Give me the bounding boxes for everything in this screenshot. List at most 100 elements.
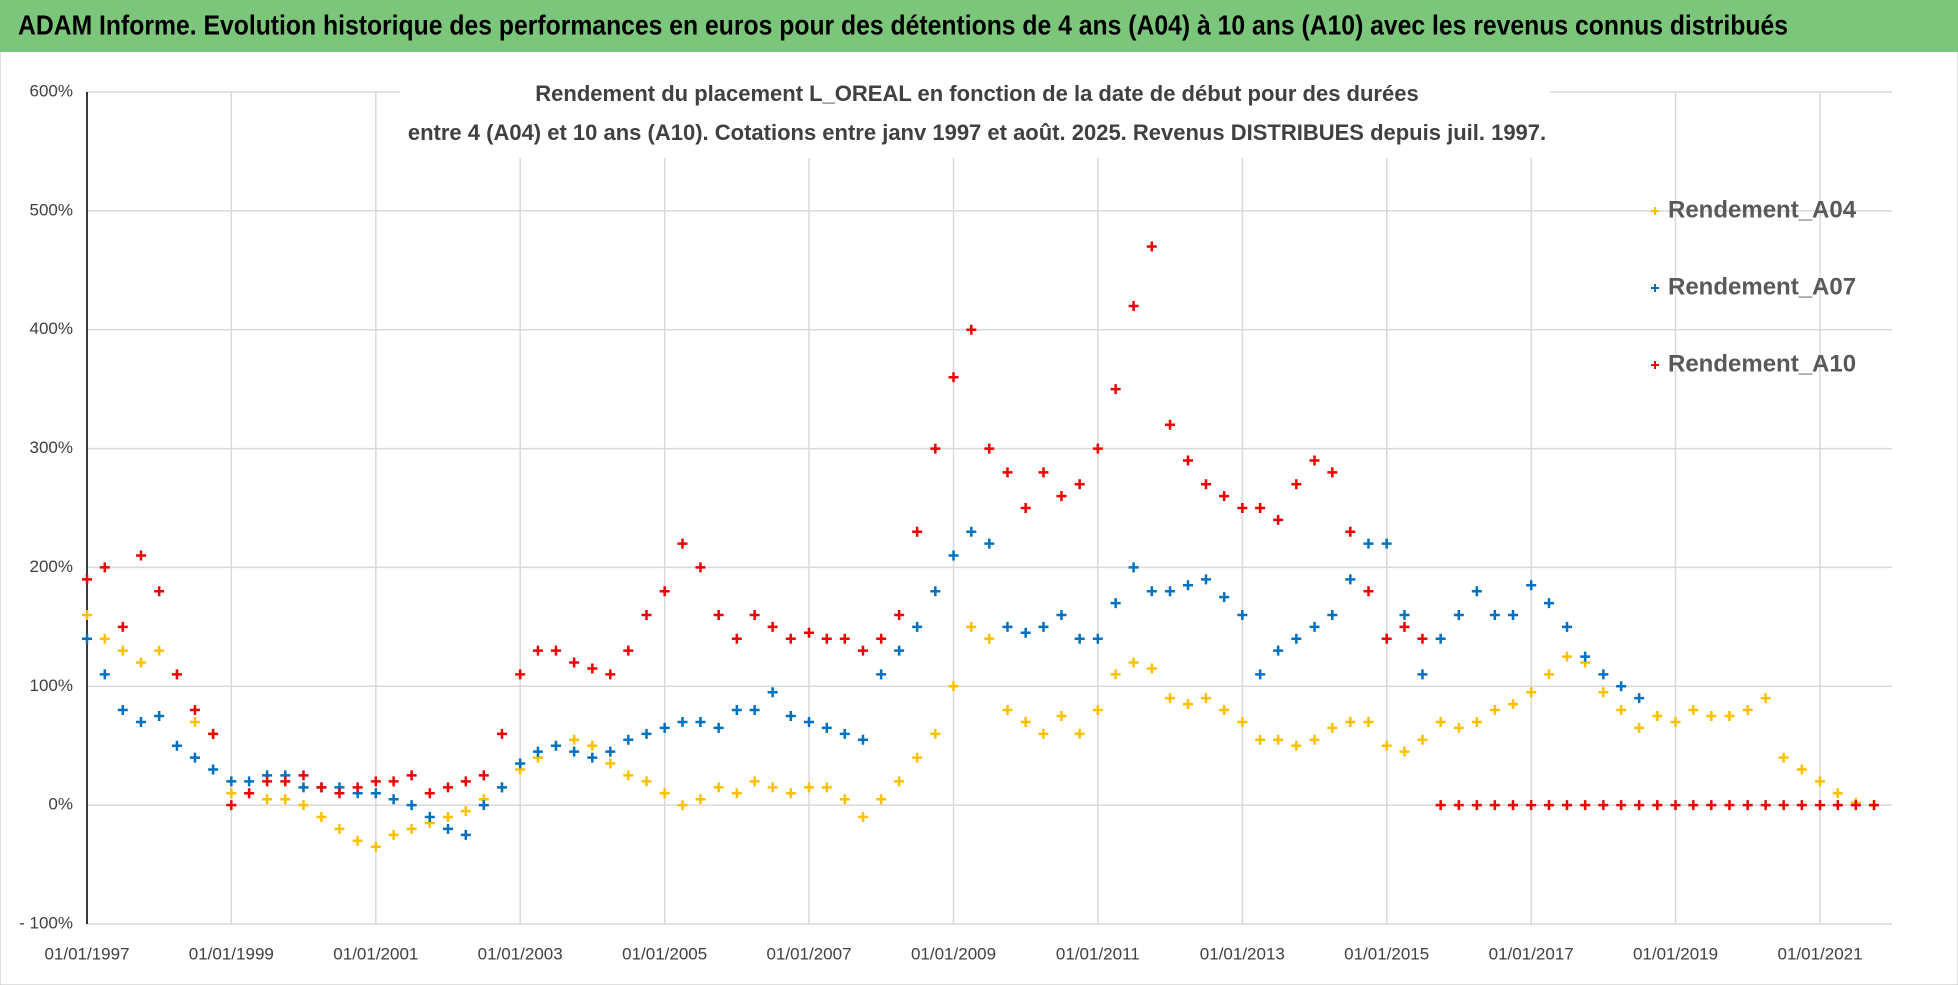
point: [569, 746, 580, 757]
point: [1092, 443, 1103, 454]
x-tick-label: 01/01/2015: [1344, 944, 1429, 963]
point: [1760, 693, 1771, 704]
point: [298, 800, 309, 811]
y-tick-label: 300%: [30, 438, 73, 457]
point: [370, 776, 381, 787]
point: [1489, 705, 1500, 716]
point: [587, 663, 598, 674]
point: [785, 633, 796, 644]
point: [1489, 609, 1500, 620]
point: [1345, 526, 1356, 537]
point: [804, 716, 814, 727]
point: [749, 609, 760, 620]
point: [1056, 491, 1067, 502]
y-tick-label: 100%: [30, 676, 73, 695]
legend-marker: [1651, 361, 1659, 369]
point: [1255, 734, 1266, 745]
point: [1237, 716, 1248, 727]
point: [1219, 592, 1230, 603]
point: [659, 788, 670, 799]
point: [1508, 609, 1519, 620]
point: [677, 538, 688, 549]
point: [821, 782, 832, 793]
point: [1092, 705, 1103, 716]
point: [1598, 669, 1609, 680]
point: [1580, 651, 1591, 662]
point: [1526, 800, 1537, 811]
point: [948, 372, 959, 383]
point: [1634, 722, 1645, 733]
point: [1543, 669, 1554, 680]
point: [244, 776, 255, 787]
point: [532, 645, 543, 656]
point: [1165, 693, 1175, 704]
point: [894, 609, 905, 620]
y-tick-label: - 100%: [19, 913, 73, 932]
point: [930, 443, 941, 454]
point: [1200, 693, 1211, 704]
point: [659, 586, 670, 597]
point: [1508, 800, 1519, 811]
point: [1471, 716, 1482, 727]
point: [1616, 681, 1627, 692]
point: [1002, 621, 1013, 632]
point: [1182, 455, 1193, 466]
point: [388, 829, 399, 840]
point: [1110, 598, 1121, 609]
point: [623, 770, 634, 781]
x-tick-label: 01/01/1999: [189, 944, 274, 963]
point: [1417, 669, 1428, 680]
chart-subtitle: entre 4 (A04) et 10 ans (A10). Cotations…: [408, 120, 1546, 145]
point: [857, 645, 868, 656]
point: [695, 716, 706, 727]
x-tick-label: 01/01/2007: [766, 944, 851, 963]
point: [1526, 580, 1537, 591]
x-tick-label: 01/01/2021: [1777, 944, 1862, 963]
legend: Rendement_A04 Rendement_A07 Rendement_A10: [1651, 196, 1857, 377]
point: [1760, 800, 1771, 811]
point: [1561, 651, 1572, 662]
point: [1291, 479, 1302, 490]
point: [1363, 586, 1374, 597]
point: [1543, 598, 1554, 609]
point: [948, 681, 959, 692]
point: [388, 776, 399, 787]
point: [1273, 734, 1284, 745]
point: [749, 776, 760, 787]
point: [171, 669, 182, 680]
point: [876, 669, 887, 680]
point: [821, 633, 832, 644]
point: [894, 776, 905, 787]
point: [406, 770, 417, 781]
point: [1200, 479, 1211, 490]
point: [1363, 538, 1374, 549]
point: [443, 812, 453, 823]
y-tick-label: 600%: [30, 81, 73, 100]
point: [1526, 687, 1537, 698]
point: [1309, 455, 1320, 466]
point: [767, 782, 778, 793]
x-tick-label: 01/01/1997: [44, 944, 129, 963]
point: [605, 758, 616, 769]
point: [1616, 705, 1627, 716]
point: [1110, 384, 1121, 395]
point: [1291, 740, 1302, 751]
x-tick-label: 01/01/2005: [622, 944, 707, 963]
point: [1561, 621, 1572, 632]
point: [1146, 663, 1157, 674]
point: [1742, 800, 1753, 811]
point: [82, 609, 92, 620]
point: [623, 734, 634, 745]
point: [839, 633, 850, 644]
point: [1706, 711, 1717, 721]
point: [1598, 687, 1609, 698]
legend-marker: [1651, 284, 1659, 292]
point: [1291, 633, 1302, 644]
point: [1417, 633, 1428, 644]
point: [1327, 609, 1338, 620]
point: [767, 687, 778, 698]
legend-label: Rendement_A10: [1668, 350, 1856, 377]
point: [1815, 800, 1826, 811]
point: [515, 669, 526, 680]
point: [1580, 800, 1591, 811]
